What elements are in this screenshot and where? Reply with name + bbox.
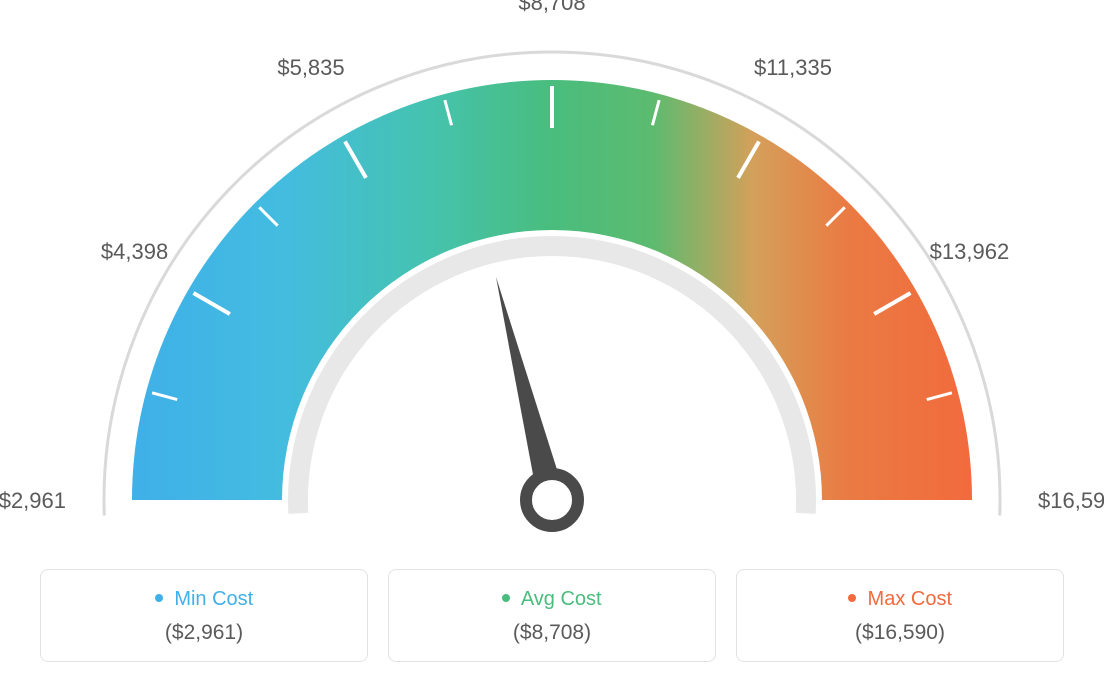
legend-title-min-text: Min Cost <box>174 588 253 610</box>
gauge-tick-label: $2,961 <box>0 488 66 514</box>
gauge-tick-label: $16,590 <box>1038 488 1104 514</box>
dot-icon <box>155 594 163 602</box>
legend-row: Min Cost ($2,961) Avg Cost ($8,708) Max … <box>40 569 1064 662</box>
legend-card-min: Min Cost ($2,961) <box>40 569 368 662</box>
legend-card-max: Max Cost ($16,590) <box>736 569 1064 662</box>
legend-title-avg-text: Avg Cost <box>521 588 602 610</box>
legend-title-max: Max Cost <box>747 588 1053 611</box>
legend-title-max-text: Max Cost <box>868 588 952 610</box>
dot-icon <box>502 594 510 602</box>
gauge-tick-label: $11,335 <box>754 55 832 81</box>
gauge-tick-label: $4,398 <box>101 239 168 265</box>
legend-value-max: ($16,590) <box>747 621 1053 645</box>
gauge-chart: $2,961$4,398$5,835$8,708$11,335$13,962$1… <box>0 20 1104 560</box>
dot-icon <box>848 594 856 602</box>
legend-card-avg: Avg Cost ($8,708) <box>388 569 716 662</box>
legend-value-min: ($2,961) <box>51 621 357 645</box>
legend-title-avg: Avg Cost <box>399 588 705 611</box>
legend-title-min: Min Cost <box>51 588 357 611</box>
gauge-tick-label: $5,835 <box>277 55 344 81</box>
gauge-tick-label: $13,962 <box>930 239 1010 265</box>
gauge-tick-label: $8,708 <box>518 0 585 16</box>
legend-value-avg: ($8,708) <box>399 621 705 645</box>
gauge-svg <box>22 20 1082 560</box>
